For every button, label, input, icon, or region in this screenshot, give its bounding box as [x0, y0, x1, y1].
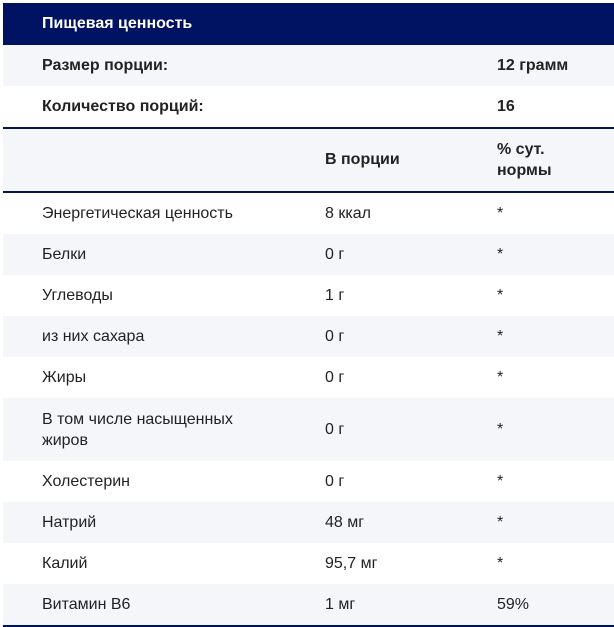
column-header-daily-value: % сут. нормы [497, 141, 552, 179]
table-row: Энергетическая ценность 8 ккал * [3, 193, 614, 234]
table-row: Холестерин 0 г * [3, 461, 614, 502]
nutrient-amount: 0 г [325, 245, 345, 263]
nutrient-amount: 0 г [325, 420, 345, 438]
nutrient-daily-value: * [497, 327, 504, 345]
nutrient-daily-value: * [497, 286, 504, 304]
nutrient-amount: 0 г [325, 327, 345, 345]
table-row: Натрий 48 мг * [3, 502, 614, 543]
nutrient-amount: 48 мг [325, 513, 365, 531]
nutrient-name: Калий [42, 554, 88, 572]
nutrient-daily-value: * [497, 204, 504, 222]
nutrient-amount: 95,7 мг [325, 554, 378, 572]
nutrient-name: Энергетическая ценность [42, 204, 233, 222]
servings-count-row: Количество порций: 16 [3, 86, 614, 127]
nutrient-daily-value: * [497, 513, 504, 531]
serving-size-value: 12 грамм [497, 56, 569, 74]
nutrient-daily-value: * [497, 245, 504, 263]
column-header-row: В порции % сут. нормы [3, 129, 614, 191]
divider [3, 127, 614, 129]
nutrient-amount: 0 г [325, 472, 345, 490]
nutrition-table: Пищевая ценность Размер порции: 12 грамм… [3, 3, 614, 627]
servings-count-value: 16 [497, 97, 515, 115]
nutrient-amount: 0 г [325, 368, 345, 386]
table-row: Витамин В6 1 мг 59% [3, 584, 614, 625]
table-row: В том числе насыщенных жиров 0 г * [3, 398, 614, 461]
table-row: Белки 0 г * [3, 234, 614, 275]
nutrient-name: Натрий [42, 513, 97, 531]
nutrient-name: Жиры [42, 368, 87, 386]
nutrient-daily-value: * [497, 368, 504, 386]
nutrient-name: Углеводы [42, 286, 113, 304]
nutrient-name: Холестерин [42, 472, 130, 490]
table-row: Калий 95,7 мг * [3, 543, 614, 584]
table-title: Пищевая ценность [3, 3, 614, 45]
serving-size-label: Размер порции: [42, 56, 169, 74]
nutrient-name: В том числе насыщенных жиров [42, 410, 233, 449]
nutrient-daily-value: * [497, 472, 504, 490]
column-header-per-serving: В порции [325, 151, 400, 168]
table-row: Жиры 0 г * [3, 357, 614, 398]
table-row: Углеводы 1 г * [3, 275, 614, 316]
nutrient-amount: 8 ккал [325, 204, 371, 222]
divider [3, 191, 614, 193]
nutrient-daily-value: 59% [497, 595, 530, 613]
servings-count-label: Количество порций: [42, 97, 204, 115]
table-row: из них сахара 0 г * [3, 316, 614, 357]
nutrient-name: Витамин В6 [42, 595, 131, 613]
nutrient-name: из них сахара [42, 327, 145, 345]
serving-size-row: Размер порции: 12 грамм [3, 45, 614, 86]
nutrient-daily-value: * [497, 554, 504, 572]
nutrient-amount: 1 мг [325, 595, 356, 613]
nutrient-daily-value: * [497, 420, 504, 438]
nutrient-name: Белки [42, 245, 87, 263]
nutrient-amount: 1 г [325, 286, 345, 304]
